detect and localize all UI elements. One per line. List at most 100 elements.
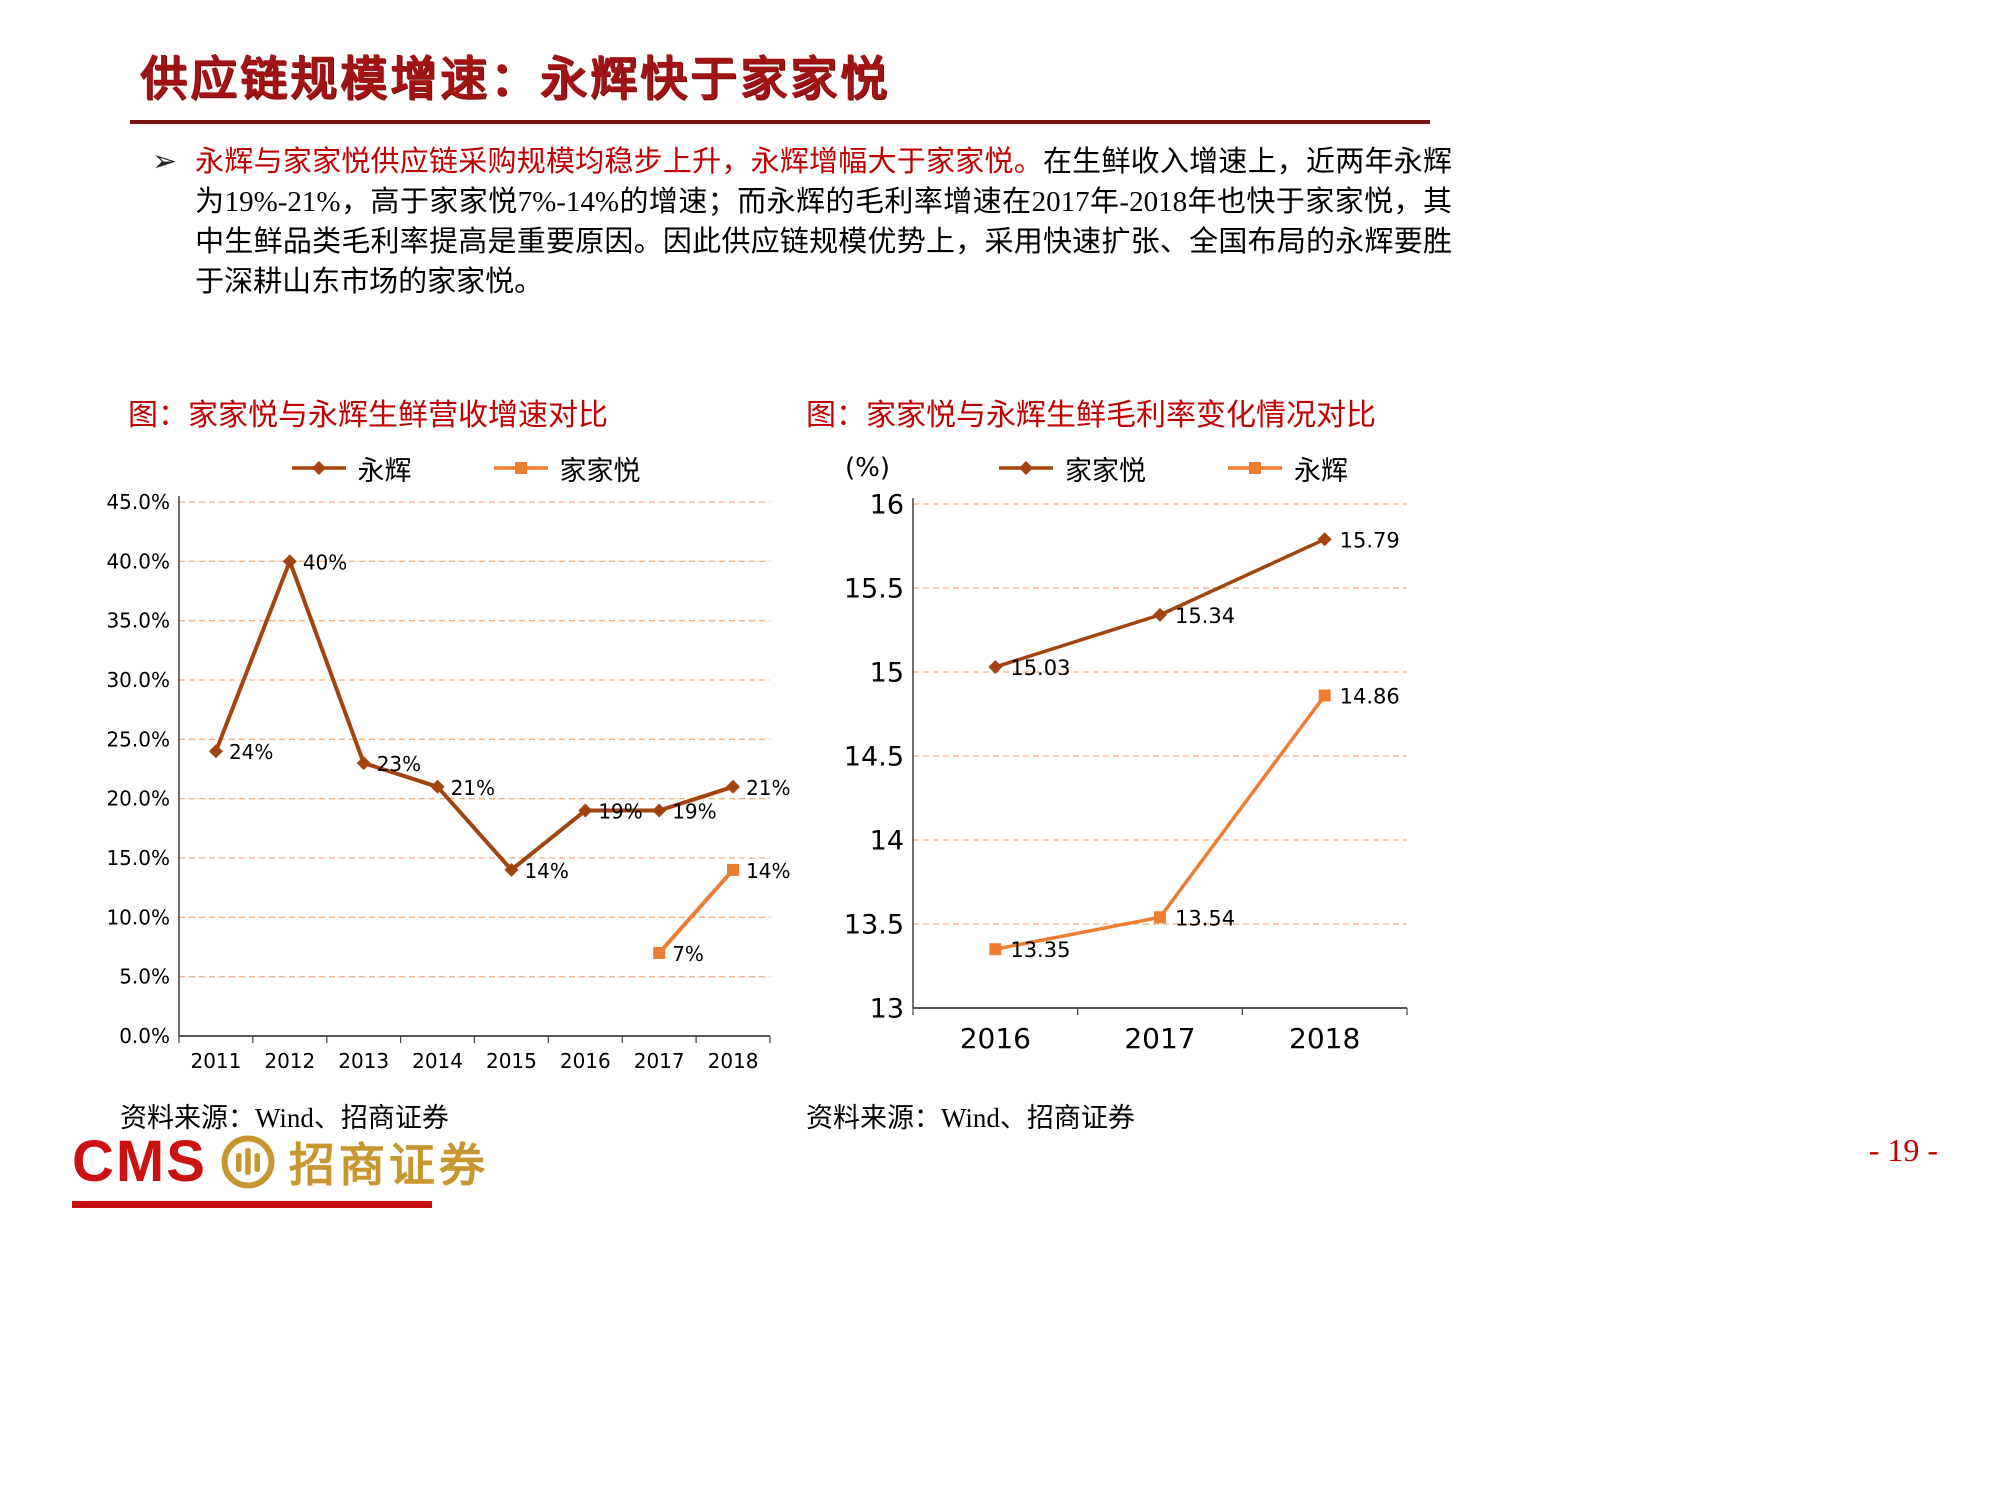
data-label: 21% xyxy=(746,776,790,800)
bullet-text-highlight: 永辉与家家悦供应链采购规模均稳步上升，永辉增幅大于家家悦。 xyxy=(195,146,1043,178)
data-label: 14% xyxy=(524,859,568,883)
series-diamond: 15.03 15.34 15.79 xyxy=(988,528,1400,680)
square-marker-icon xyxy=(727,863,740,876)
svg-text:2018: 2018 xyxy=(1289,1022,1360,1055)
svg-text:35.0%: 35.0% xyxy=(106,609,170,633)
left-chart-source: 资料来源：Wind、招商证券 xyxy=(120,1103,449,1133)
page-number: - 19 - xyxy=(1868,1132,1938,1168)
legend-item: 永辉 xyxy=(290,449,412,488)
svg-text:2016: 2016 xyxy=(560,1049,611,1073)
data-label: 24% xyxy=(229,740,273,764)
y-axis-labels: 13 13.5 14 14.5 15 15.5 16 xyxy=(844,489,904,1024)
left-chart-legend: 永辉 家家悦 xyxy=(105,448,795,488)
x-axis-ticks xyxy=(912,1008,1408,1015)
svg-text:15.5: 15.5 xyxy=(845,573,904,604)
data-label: 15.79 xyxy=(1340,528,1400,552)
svg-text:25.0%: 25.0% xyxy=(106,727,170,751)
series-square: 7% 14% xyxy=(653,859,791,966)
svg-text:14.5: 14.5 xyxy=(845,741,904,772)
diamond-marker-icon xyxy=(504,862,519,877)
square-marker-icon xyxy=(514,462,527,474)
svg-text:2017: 2017 xyxy=(634,1049,685,1073)
svg-text:2016: 2016 xyxy=(960,1022,1031,1055)
svg-text:15.0%: 15.0% xyxy=(106,846,170,870)
logo-cms-text: CMS xyxy=(72,1129,207,1194)
right-chart-legend: 家家悦 永辉 xyxy=(890,448,1455,488)
data-label: 19% xyxy=(672,800,716,824)
right-chart-title: 图：家家悦与永辉生鲜毛利率变化情况对比 xyxy=(806,399,1376,432)
left-chart: 永辉 家家悦 0.0% 5.0% 10.0% 15.0% 20.0% 25.0% 30.0% 3… xyxy=(105,448,795,1105)
logo-name-text: 招商证券 xyxy=(288,1139,489,1191)
svg-text:30.0%: 30.0% xyxy=(106,668,170,692)
bullet-arrow-icon: ➢ xyxy=(152,145,178,178)
title-underline xyxy=(130,120,1430,124)
svg-text:15: 15 xyxy=(870,657,904,688)
diamond-marker-icon xyxy=(282,554,297,569)
svg-text:13.5: 13.5 xyxy=(845,909,904,940)
logo-underline xyxy=(72,1201,432,1208)
legend-item: 家家悦 xyxy=(492,449,641,488)
legend-label: 永辉 xyxy=(1294,455,1348,486)
data-label: 13.35 xyxy=(1010,938,1070,962)
square-marker-icon xyxy=(1318,689,1331,702)
svg-text:13: 13 xyxy=(870,993,904,1024)
svg-text:40.0%: 40.0% xyxy=(106,549,170,573)
square-marker-icon xyxy=(1249,462,1261,474)
cms-logo: CMS 招商证券 xyxy=(72,1128,489,1208)
svg-text:2013: 2013 xyxy=(338,1049,389,1073)
data-label: 14.86 xyxy=(1340,685,1400,709)
legend-marker-icon xyxy=(1228,462,1282,474)
gridlines xyxy=(913,503,1407,925)
diamond-marker-icon xyxy=(430,779,445,794)
svg-text:0.0%: 0.0% xyxy=(119,1024,170,1048)
diamond-marker-icon xyxy=(311,461,326,475)
data-label: 40% xyxy=(303,550,347,574)
data-label: 14% xyxy=(746,859,790,883)
bullet-text: 永辉与家家悦供应链采购规模均稳步上升，永辉增幅大于家家悦。在生鲜收入增速上，近两… xyxy=(195,142,1452,302)
x-axis-ticks xyxy=(178,1036,771,1043)
legend-marker-icon xyxy=(291,461,346,475)
diamond-marker-icon xyxy=(1019,461,1033,475)
bullet-paragraph: ➢ 永辉与家家悦供应链采购规模均稳步上升，永辉增幅大于家家悦。在生鲜收入增速上，… xyxy=(152,142,1452,302)
svg-text:10.0%: 10.0% xyxy=(106,905,170,929)
svg-text:5.0%: 5.0% xyxy=(119,965,170,989)
right-chart-header: (%) 家家悦 永辉 xyxy=(845,448,1455,488)
svg-text:16: 16 xyxy=(870,489,904,520)
svg-text:45.0%: 45.0% xyxy=(106,490,170,514)
x-axis-labels: 2011 2012 2013 2014 2015 2016 2017 2018 xyxy=(190,1049,758,1073)
diamond-marker-icon xyxy=(1317,532,1332,547)
legend-label: 家家悦 xyxy=(1065,455,1146,486)
page-title: 供应链规模增速：永辉快于家家悦 xyxy=(140,52,890,105)
logo-row: CMS 招商证券 xyxy=(72,1128,489,1195)
x-axis-labels: 2016 2017 2018 xyxy=(960,1022,1361,1055)
bullet-text-body: 在生鲜收入增速上，近两年永辉为19%-21%，高于家家悦7%-14%的增速；而永… xyxy=(195,146,1452,298)
square-marker-icon xyxy=(653,946,666,959)
data-label: 19% xyxy=(598,800,642,824)
svg-text:2017: 2017 xyxy=(1124,1022,1195,1055)
right-chart-axis-unit: (%) xyxy=(845,453,890,483)
left-chart-title: 图：家家悦与永辉生鲜营收增速对比 xyxy=(128,399,608,432)
data-label: 7% xyxy=(672,942,704,966)
data-label: 23% xyxy=(377,752,421,776)
data-label: 15.03 xyxy=(1010,656,1070,680)
cms-coin-icon xyxy=(221,1135,275,1188)
svg-text:2011: 2011 xyxy=(190,1049,241,1073)
diamond-marker-icon xyxy=(1153,607,1167,622)
series-square: 13.35 13.54 14.86 xyxy=(989,685,1400,962)
diamond-marker-icon xyxy=(652,803,667,818)
diamond-marker-icon xyxy=(208,744,223,759)
legend-marker-icon xyxy=(493,462,548,474)
legend-label: 家家悦 xyxy=(559,455,641,486)
square-marker-icon xyxy=(989,943,1002,956)
data-label: 21% xyxy=(451,776,495,800)
square-marker-icon xyxy=(1154,911,1166,924)
svg-text:2015: 2015 xyxy=(486,1049,537,1073)
right-chart: (%) 家家悦 永辉 13 13.5 14 14.5 15 15.5 16 2016 2017 20… xyxy=(844,448,1455,1078)
svg-text:2018: 2018 xyxy=(708,1049,759,1073)
legend-marker-icon xyxy=(999,461,1053,475)
svg-text:2012: 2012 xyxy=(264,1049,315,1073)
right-chart-source: 资料来源：Wind、招商证券 xyxy=(806,1103,1135,1133)
diamond-marker-icon xyxy=(988,659,1003,674)
svg-text:20.0%: 20.0% xyxy=(106,787,170,811)
